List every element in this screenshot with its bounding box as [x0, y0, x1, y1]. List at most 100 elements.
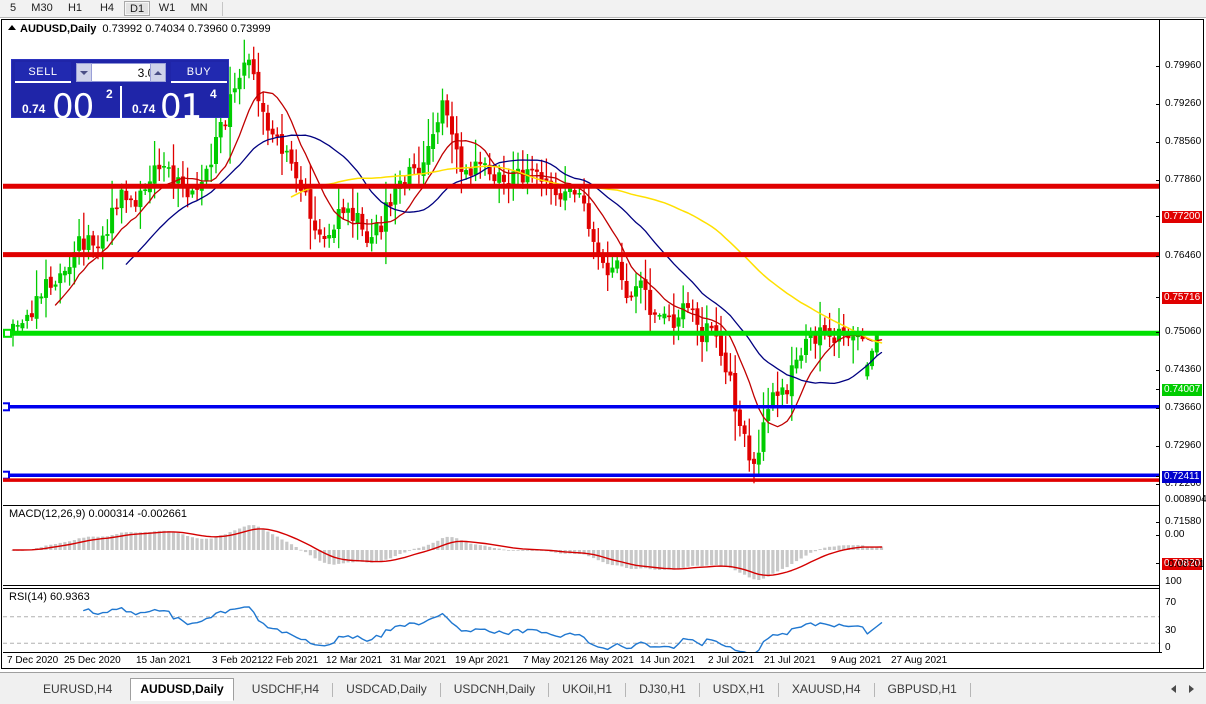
price-scale-label: 0.75060 — [1165, 326, 1202, 337]
price-scale-label: 0.79260 — [1165, 98, 1202, 109]
tab-divider — [777, 683, 779, 697]
price-scale-tick — [1156, 563, 1160, 564]
chart-tab-usdcad-daily[interactable]: USDCAD,Daily — [346, 682, 427, 696]
sell-price-pipette: 2 — [106, 87, 113, 101]
rsi-scale-label: 0 — [1165, 642, 1171, 653]
timeframe-m5[interactable]: 5 — [9, 2, 17, 14]
price-tag-support[interactable]: 0.72411 — [1162, 471, 1202, 483]
date-axis-label: 3 Feb 2021 — [212, 655, 263, 666]
price-tag-current-bid[interactable]: 0.74007 — [1162, 384, 1203, 396]
macd-label: MACD(12,26,9) 0.000314 -0.002661 — [9, 508, 187, 520]
chart-tab-usdcnh-daily[interactable]: USDCNH,Daily — [453, 682, 536, 696]
rsi-scale-label: 30 — [1165, 625, 1177, 636]
timeframe-h4[interactable]: H4 — [99, 2, 115, 14]
volume-increase-button[interactable] — [150, 63, 166, 82]
macd-scale-label: -0.00701 — [1165, 559, 1205, 570]
buy-price-pipette: 4 — [210, 87, 217, 101]
timeframe-toolbar: 5 M30 H1 H4 D1 W1 MN — [0, 0, 1206, 18]
rsi-label: RSI(14) 60.9363 — [9, 591, 90, 603]
timeframe-d1[interactable]: D1 — [124, 1, 150, 16]
date-axis-label: 21 Jul 2021 — [764, 655, 816, 666]
chart-window: AUDUSD,Daily 0.73992 0.74034 0.73960 0.73… — [1, 19, 1206, 669]
volume-decrease-button[interactable] — [76, 63, 92, 82]
price-scale-tick — [1156, 180, 1160, 181]
tab-divider — [439, 683, 441, 697]
support-line-2b-handle[interactable] — [3, 470, 10, 480]
sell-price-display[interactable]: 0.74 00 2 — [14, 86, 122, 118]
price-scale-tick — [1156, 142, 1160, 143]
date-axis-label: 12 Mar 2021 — [326, 655, 383, 666]
chart-ohlc-values: 0.73992 0.74034 0.73960 0.73999 — [102, 23, 271, 35]
price-tag-support[interactable]: 0.70820 — [1162, 558, 1203, 570]
price-scale-tick — [1156, 408, 1160, 409]
tab-divider — [873, 683, 875, 697]
price-scale-tick — [1156, 370, 1160, 371]
macd-scale-label: 0.00 — [1165, 529, 1185, 540]
chart-tab-xauusd-h4[interactable]: XAUUSD,H4 — [791, 682, 861, 696]
buy-price-main: 01 — [160, 87, 202, 118]
date-axis-label: 27 Aug 2021 — [891, 655, 948, 666]
chart-header: AUDUSD,Daily 0.73992 0.74034 0.73960 0.73… — [8, 22, 271, 36]
date-axis-label: 26 May 2021 — [576, 655, 634, 666]
chart-tab-usdx-h1[interactable]: USDX,H1 — [712, 682, 765, 696]
macd-scale-label: 0.008904 — [1165, 494, 1206, 505]
price-scale-tick — [1156, 104, 1160, 105]
one-click-trading-panel: SELL 3.00 BUY 0.74 00 2 0.74 01 — [11, 59, 229, 118]
buy-price-display[interactable]: 0.74 01 4 — [124, 86, 228, 118]
tab-divider — [698, 683, 700, 697]
bid-level-line-handle[interactable] — [3, 328, 12, 338]
price-scale-tick — [1156, 484, 1160, 485]
price-scale-tick — [1156, 476, 1160, 477]
tab-divider — [332, 683, 334, 697]
price-scale-label: 0.71580 — [1165, 516, 1202, 527]
timeframe-h1[interactable]: H1 — [67, 2, 83, 14]
macd-indicator-panel[interactable]: MACD(12,26,9) 0.000314 -0.002661 — [3, 505, 1162, 586]
chart-tab-audusd-daily[interactable]: AUDUSD,Daily — [130, 678, 234, 701]
price-scale-tick — [1156, 297, 1160, 298]
sell-button[interactable]: SELL — [15, 62, 71, 83]
date-axis-label: 14 Jun 2021 — [640, 655, 696, 666]
tab-scroll-right-button[interactable] — [1187, 684, 1198, 695]
chart-tab-usdchf-h4[interactable]: USDCHF,H4 — [251, 682, 320, 696]
buy-button[interactable]: BUY — [171, 62, 227, 83]
support-line-1-handle[interactable] — [3, 402, 10, 412]
price-scale-label: 0.76460 — [1165, 250, 1202, 261]
arrow-left-icon — [1171, 685, 1176, 693]
candlestick-series — [3, 39, 1162, 484]
date-axis-label: 22 Feb 2021 — [262, 655, 319, 666]
chart-tab-dj30-h1[interactable]: DJ30,H1 — [639, 682, 686, 696]
chart-tab-eurusd-h4[interactable]: EURUSD,H4 — [43, 682, 113, 696]
date-axis-label: 7 May 2021 — [523, 655, 576, 666]
tab-divider — [969, 683, 971, 697]
price-scale-tick — [1156, 66, 1160, 67]
chevron-up-icon — [154, 70, 162, 75]
price-tag-resistance[interactable]: 0.77200 — [1162, 211, 1203, 223]
price-scale-label: 0.72960 — [1165, 440, 1202, 451]
sell-price-main: 00 — [52, 87, 94, 118]
chart-symbol-label: AUDUSD,Daily — [20, 23, 97, 35]
price-scale-label: 0.74360 — [1165, 364, 1202, 375]
tab-divider — [625, 683, 627, 697]
price-scale-label: 0.78560 — [1165, 136, 1202, 147]
price-scale-label: 0.73660 — [1165, 402, 1202, 413]
chart-tab-gbpusd-h1[interactable]: GBPUSD,H1 — [887, 682, 957, 696]
price-tag-resistance[interactable]: 0.75716 — [1162, 292, 1203, 304]
timeframe-mn[interactable]: MN — [190, 2, 208, 14]
date-axis-label: 19 Apr 2021 — [455, 655, 509, 666]
price-scale[interactable]: 0.79960 0.79260 0.78560 0.77860 0.77200 0.764… — [1156, 20, 1206, 668]
collapse-caret-icon[interactable] — [8, 25, 16, 30]
chart-tab-ukoil-h1[interactable]: UKOil,H1 — [562, 682, 613, 696]
price-scale-tick — [1156, 256, 1160, 257]
date-axis[interactable]: 7 Dec 2020 25 Dec 2020 15 Jan 2021 3 Feb 20… — [3, 652, 1162, 668]
price-scale-tick — [1156, 332, 1160, 333]
tab-divider — [548, 683, 550, 697]
price-scale-tick — [1156, 446, 1160, 447]
timeframe-m30[interactable]: M30 — [31, 2, 53, 14]
price-scale-label: 0.72260 — [1165, 478, 1202, 489]
timeframe-w1[interactable]: W1 — [158, 2, 176, 14]
toolbar-divider — [222, 2, 223, 16]
price-scale-label: 0.77860 — [1165, 174, 1202, 185]
tab-scroll-left-button[interactable] — [1169, 684, 1180, 695]
chart-tab-bar: EURUSD,H4 AUDUSD,Daily USDCHF,H4 USDCAD,Dai… — [0, 672, 1206, 704]
